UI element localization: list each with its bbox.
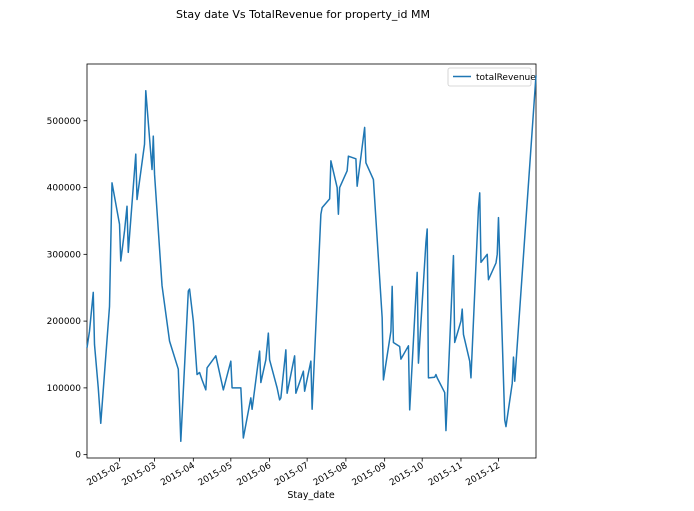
y-axis: 0 100000 200000 300000 400000 500000 [47,117,87,461]
x-tick-label-2015-11: 2015-11 [427,461,465,488]
y-tick-label-400000: 400000 [47,184,82,194]
y-tick-label-300000: 300000 [47,250,82,260]
y-tick-label-500000: 500000 [47,117,82,127]
x-tick-label-2015-04: 2015-04 [159,461,197,489]
series-layer [86,75,537,443]
x-tick-label-2015-07: 2015-07 [273,461,311,488]
legend-entry-totalrevenue: totalRevenue [476,73,536,83]
x-tick-label-2015-06: 2015-06 [236,461,274,489]
x-axis-label: Stay_date [287,490,335,501]
legend: totalRevenue [447,67,536,87]
x-tick-label-2015-02: 2015-02 [85,461,123,488]
y-tick-label-100000: 100000 [47,384,82,394]
y-tick-label-200000: 200000 [47,317,82,327]
x-tick-label-2015-12: 2015-12 [464,461,502,488]
legend-box [447,67,532,87]
x-tick-label-2015-05: 2015-05 [197,461,235,488]
x-tick-label-2015-08: 2015-08 [312,461,350,489]
chart-title: Stay date Vs TotalRevenue for property_i… [176,8,430,21]
x-tick-label-2015-10: 2015-10 [388,461,426,489]
x-tick-label-2015-03: 2015-03 [120,461,158,488]
x-tick-label-2015-09: 2015-09 [351,461,389,489]
y-tick-label-0: 0 [75,451,81,461]
series-line-totalrevenue [86,75,537,443]
plot-area [86,63,537,459]
